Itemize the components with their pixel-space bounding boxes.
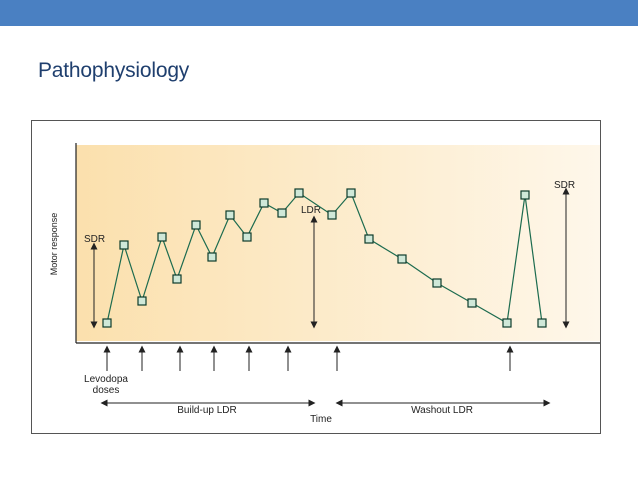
y-axis-label: Motor response [49, 213, 59, 276]
doses-label-line2: doses [93, 385, 120, 396]
slide-title: Pathophysiology [38, 59, 190, 82]
response-markers [102, 188, 547, 328]
response-marker [327, 210, 337, 220]
response-marker [537, 318, 547, 328]
buildup-ldr-label: Build-up LDR [177, 405, 236, 416]
response-marker [242, 232, 252, 242]
response-marker [172, 274, 182, 284]
response-marker [102, 318, 112, 328]
response-marker [397, 254, 407, 264]
response-marker [346, 188, 356, 198]
response-marker [207, 252, 217, 262]
response-marker [502, 318, 512, 328]
response-marker [520, 190, 530, 200]
response-marker [467, 298, 477, 308]
response-marker [157, 232, 167, 242]
plot-background [76, 145, 600, 341]
motor-response-diagram: Motor response SDR LDR SDR Levodopa dose… [49, 143, 600, 425]
levodopa-dose-arrows [103, 345, 514, 371]
header-bar [0, 0, 638, 26]
response-marker [259, 198, 269, 208]
response-marker [364, 234, 374, 244]
washout-ldr-label: Washout LDR [411, 405, 473, 416]
response-marker [294, 188, 304, 198]
sdr-right-label: SDR [554, 180, 575, 191]
sdr-left-label: SDR [84, 234, 105, 245]
response-marker [191, 220, 201, 230]
duration-indicators [90, 187, 570, 329]
response-marker [137, 296, 147, 306]
x-axis-label: Time [310, 414, 332, 425]
response-marker [119, 240, 129, 250]
pathophysiology-figure: Motor response SDR LDR SDR Levodopa dose… [31, 120, 601, 434]
response-marker [432, 278, 442, 288]
response-marker [225, 210, 235, 220]
doses-label-line1: Levodopa [84, 374, 128, 385]
response-marker [277, 208, 287, 218]
ldr-label: LDR [301, 205, 321, 216]
